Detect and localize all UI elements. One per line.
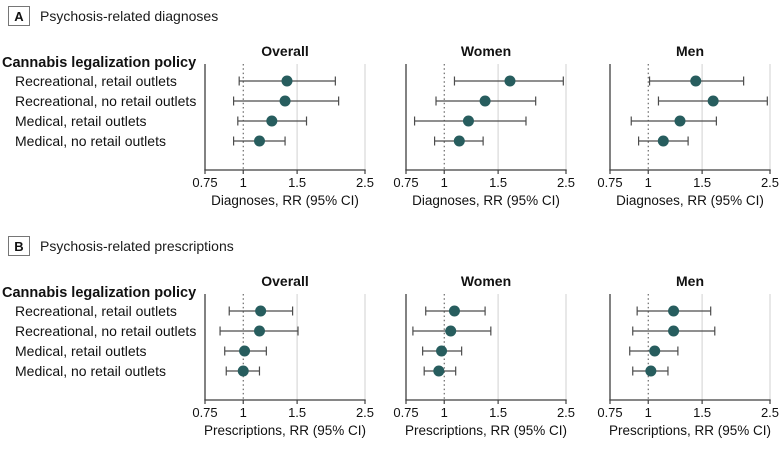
point-marker (462, 115, 474, 127)
x-tick-label: 1.5 (489, 405, 507, 420)
x-tick-label: 2.5 (557, 175, 575, 190)
row-label-medical-no-retail: Medical, no retail outlets (15, 363, 166, 379)
point-marker (448, 305, 460, 317)
subplot-a-overall: 0.75 1 1.5 2.5 Diagnoses, RR (95% CI) Overall (192, 43, 374, 208)
panel-b-row-group-header: Cannabis legalization policy (2, 285, 197, 301)
subplot-b-men: 0.75 1 1.5 2.5 Prescriptions, RR (95% CI) Men (597, 273, 779, 438)
x-tick-label: 1 (240, 405, 247, 420)
x-axis-label: Diagnoses, RR (95% CI) (412, 193, 560, 208)
x-tick-label: 0.75 (192, 405, 217, 420)
row-label-medical-no-retail: Medical, no retail outlets (15, 133, 166, 149)
point-marker (433, 365, 445, 377)
x-tick-label: 1.5 (288, 405, 306, 420)
panel-b-title: Psychosis-related prescriptions (40, 238, 234, 254)
subplot-title: Men (676, 43, 704, 59)
point-marker (281, 75, 293, 87)
panel-a-title: Psychosis-related diagnoses (40, 8, 219, 24)
point-marker (645, 365, 657, 377)
point-marker (649, 345, 661, 357)
row-label-medical-retail: Medical, retail outlets (15, 113, 147, 129)
point-marker (253, 135, 265, 147)
x-tick-label: 0.75 (393, 405, 418, 420)
subplot-title: Men (676, 273, 704, 289)
row-label-medical-retail: Medical, retail outlets (15, 343, 147, 359)
point-marker (255, 305, 267, 317)
point-marker (253, 325, 265, 337)
point-marker (657, 135, 669, 147)
x-tick-label: 1 (645, 175, 652, 190)
point-marker (445, 325, 457, 337)
subplot-title: Women (461, 43, 511, 59)
point-marker (668, 305, 680, 317)
point-marker (479, 95, 491, 107)
subplot-title: Overall (261, 43, 308, 59)
point-marker (504, 75, 516, 87)
subplot-title: Women (461, 273, 511, 289)
subplot-a-men: 0.75 1 1.5 2.5 Diagnoses, RR (95% CI) Men (597, 43, 779, 208)
x-tick-label: 1 (441, 175, 448, 190)
x-axis-label: Prescriptions, RR (95% CI) (405, 423, 567, 438)
x-tick-label: 1.5 (693, 405, 711, 420)
panel-b-letter-badge: B (8, 236, 30, 256)
x-tick-label: 1.5 (693, 175, 711, 190)
panel-a-row-group-header: Cannabis legalization policy (2, 55, 197, 71)
x-tick-label: 2.5 (761, 405, 779, 420)
x-axis-label: Diagnoses, RR (95% CI) (211, 193, 359, 208)
point-marker (237, 365, 249, 377)
panel-b-header: B Psychosis-related prescriptions (8, 236, 234, 256)
panel-a-letter-badge: A (8, 6, 30, 26)
x-tick-label: 2.5 (557, 405, 575, 420)
x-tick-label: 0.75 (597, 175, 622, 190)
point-marker (279, 95, 291, 107)
row-label-recreational-no-retail: Recreational, no retail outlets (15, 93, 197, 109)
point-marker (668, 325, 680, 337)
point-marker (239, 345, 251, 357)
x-tick-label: 2.5 (761, 175, 779, 190)
subplot-b-overall: 0.75 1 1.5 2.5 Prescriptions, RR (95% CI) Ove… (192, 273, 374, 438)
x-axis-label: Prescriptions, RR (95% CI) (609, 423, 771, 438)
point-marker (266, 115, 278, 127)
x-axis-label: Diagnoses, RR (95% CI) (616, 193, 764, 208)
panel-b-content: Cannabis legalization policy Recreationa… (0, 272, 783, 447)
panel-a-content: Cannabis legalization policy Recreationa… (0, 42, 783, 217)
row-label-recreational-no-retail: Recreational, no retail outlets (15, 323, 197, 339)
subplot-b-women: 0.75 1 1.5 2.5 Prescriptions, RR (95% CI) Wom… (393, 273, 575, 438)
x-tick-label: 1 (645, 405, 652, 420)
x-tick-label: 0.75 (597, 405, 622, 420)
x-tick-label: 1.5 (288, 175, 306, 190)
panel-a-header: A Psychosis-related diagnoses (8, 6, 218, 26)
x-tick-label: 1.5 (489, 175, 507, 190)
subplot-a-women: 0.75 1 1.5 2.5 Diagnoses, RR (95% CI) Women (393, 43, 575, 208)
point-marker (707, 95, 719, 107)
row-label-recreational-retail: Recreational, retail outlets (15, 303, 177, 319)
x-tick-label: 1 (441, 405, 448, 420)
point-marker (674, 115, 686, 127)
x-tick-label: 2.5 (356, 175, 374, 190)
x-tick-label: 1 (240, 175, 247, 190)
x-axis-label: Prescriptions, RR (95% CI) (204, 423, 366, 438)
x-tick-label: 0.75 (393, 175, 418, 190)
subplot-title: Overall (261, 273, 308, 289)
point-marker (690, 75, 702, 87)
x-tick-label: 0.75 (192, 175, 217, 190)
x-tick-label: 2.5 (356, 405, 374, 420)
row-label-recreational-retail: Recreational, retail outlets (15, 73, 177, 89)
point-marker (453, 135, 465, 147)
point-marker (436, 345, 448, 357)
